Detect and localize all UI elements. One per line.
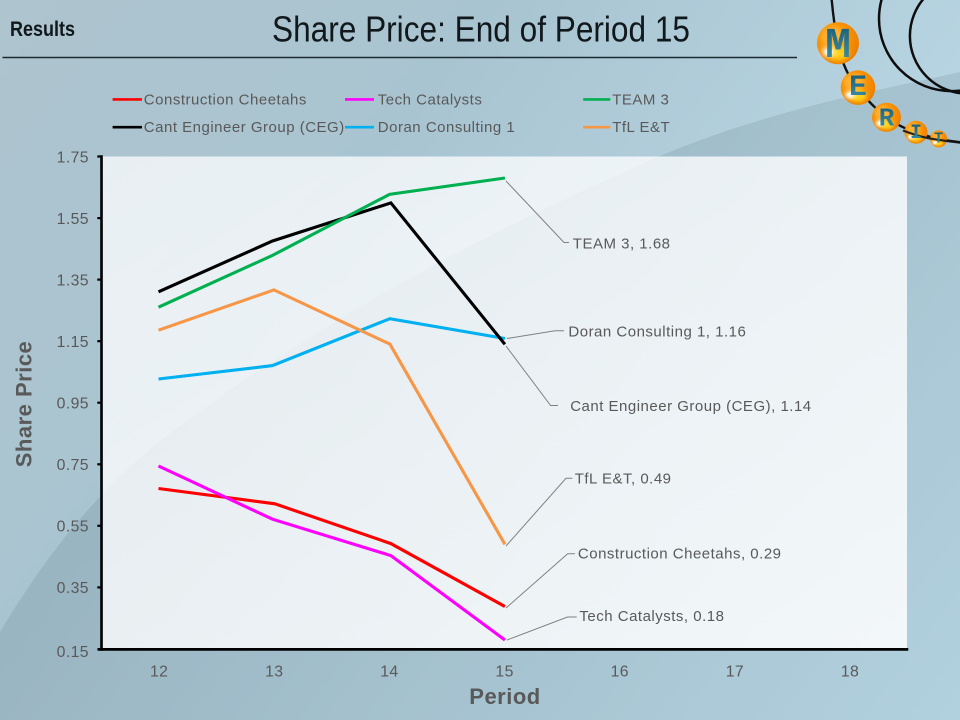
svg-text:TfL E&T: TfL E&T bbox=[612, 119, 670, 136]
svg-text:16: 16 bbox=[611, 664, 629, 681]
svg-text:Share Price: Share Price bbox=[12, 341, 37, 468]
svg-text:Tech Catalysts, 0.18: Tech Catalysts, 0.18 bbox=[579, 608, 724, 625]
svg-text:1.35: 1.35 bbox=[57, 272, 89, 289]
svg-text:Results: Results bbox=[10, 18, 75, 41]
svg-text:18: 18 bbox=[841, 664, 859, 681]
svg-text:0.55: 0.55 bbox=[57, 519, 89, 536]
svg-text:12: 12 bbox=[150, 664, 168, 681]
svg-text:R: R bbox=[879, 103, 895, 133]
svg-text:Doran Consulting 1: Doran Consulting 1 bbox=[378, 119, 515, 136]
svg-text:TEAM 3: TEAM 3 bbox=[612, 91, 669, 108]
svg-text:Construction Cheetahs, 0.29: Construction Cheetahs, 0.29 bbox=[578, 546, 782, 563]
svg-text:13: 13 bbox=[265, 664, 283, 681]
svg-text:Doran Consulting 1, 1.16: Doran Consulting 1, 1.16 bbox=[568, 323, 746, 340]
svg-text:Period: Period bbox=[469, 684, 540, 709]
svg-text:Cant Engineer Group (CEG), 1.1: Cant Engineer Group (CEG), 1.14 bbox=[570, 398, 811, 415]
svg-text:0.15: 0.15 bbox=[57, 644, 89, 661]
svg-text:Cant Engineer Group (CEG): Cant Engineer Group (CEG) bbox=[144, 119, 345, 136]
svg-text:17: 17 bbox=[726, 664, 744, 681]
svg-text:TfL E&T, 0.49: TfL E&T, 0.49 bbox=[575, 470, 672, 487]
svg-text:M: M bbox=[825, 21, 851, 70]
svg-text:Tech Catalysts: Tech Catalysts bbox=[378, 91, 483, 108]
svg-text:15: 15 bbox=[495, 664, 513, 681]
svg-text:E: E bbox=[849, 71, 867, 105]
svg-text:0.35: 0.35 bbox=[57, 580, 89, 597]
svg-text:0.75: 0.75 bbox=[57, 457, 89, 474]
svg-text:I: I bbox=[910, 122, 922, 145]
svg-text:1.75: 1.75 bbox=[57, 149, 89, 166]
svg-text:14: 14 bbox=[380, 664, 398, 681]
svg-text:Share Price: End of Period 15: Share Price: End of Period 15 bbox=[272, 9, 690, 50]
svg-text:TEAM 3, 1.68: TEAM 3, 1.68 bbox=[573, 236, 671, 253]
svg-text:0.95: 0.95 bbox=[57, 396, 89, 413]
svg-text:1.55: 1.55 bbox=[57, 211, 89, 228]
svg-text:Construction Cheetahs: Construction Cheetahs bbox=[144, 91, 307, 108]
svg-text:T: T bbox=[934, 132, 943, 148]
svg-text:1.15: 1.15 bbox=[57, 334, 89, 351]
